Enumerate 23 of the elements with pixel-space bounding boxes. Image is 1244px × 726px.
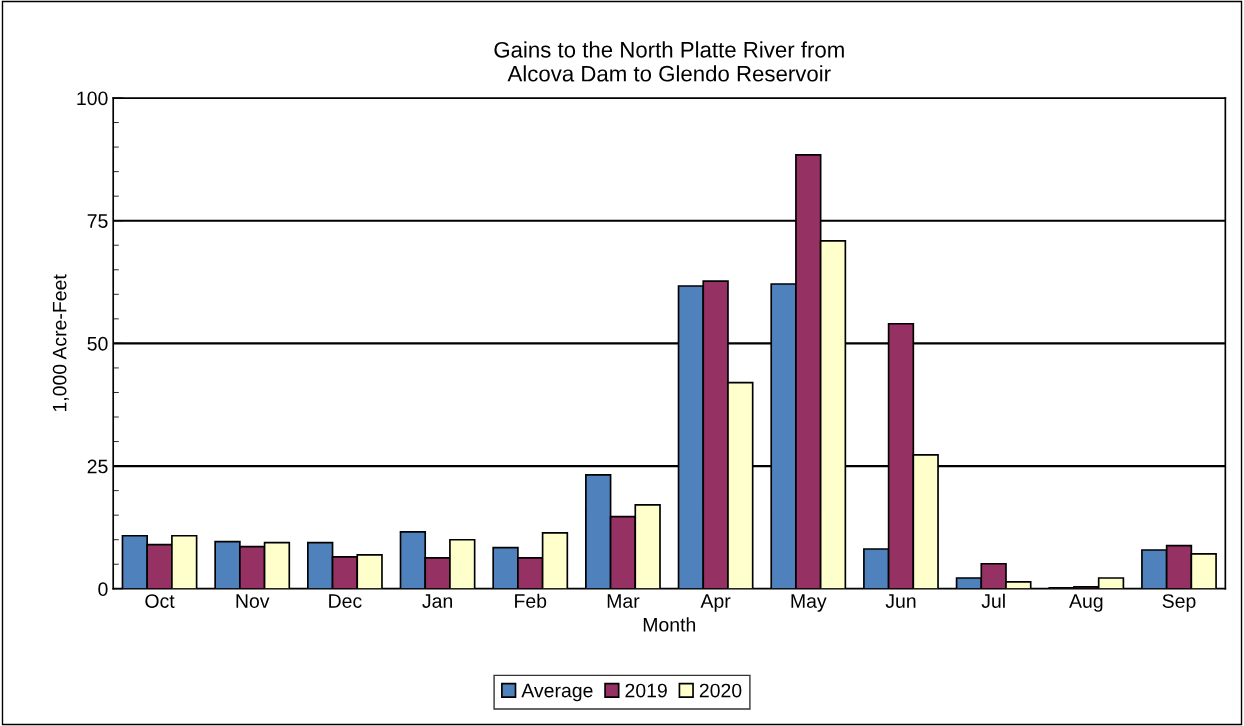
- x-axis-title: Month: [643, 617, 696, 632]
- x-tick-label: May: [791, 594, 827, 612]
- legend-label: 2020: [699, 683, 742, 698]
- y-tick-label: 100: [77, 91, 108, 106]
- x-tick-label: Sep: [1162, 594, 1196, 612]
- y-axis-title: 1,000 Acre-Feet: [52, 274, 69, 412]
- x-tick-label: Jan: [422, 594, 452, 608]
- x-tick-label: Jul: [981, 593, 1005, 608]
- y-tick-label: 75: [87, 214, 108, 228]
- x-tick-label: Feb: [515, 593, 547, 608]
- y-tick-label: 25: [87, 459, 108, 474]
- y-tick-label: 0: [98, 582, 108, 597]
- x-tick-label: Jun: [885, 594, 916, 608]
- x-tick-label: Aug: [1069, 594, 1103, 612]
- x-tick-label: Oct: [145, 594, 175, 608]
- x-tick-label: Apr: [700, 594, 731, 612]
- legend-label: Average: [521, 683, 593, 702]
- chart-title: Gains to the North Platte River from Alcova Dam to Glendo Reservoir: [494, 41, 844, 82]
- x-tick-label: Dec: [329, 594, 362, 608]
- legend-label: 2019: [625, 683, 667, 698]
- x-tick-label: Nov: [236, 594, 270, 608]
- x-tick-label: Mar: [607, 594, 640, 608]
- y-tick-label: 50: [87, 336, 108, 351]
